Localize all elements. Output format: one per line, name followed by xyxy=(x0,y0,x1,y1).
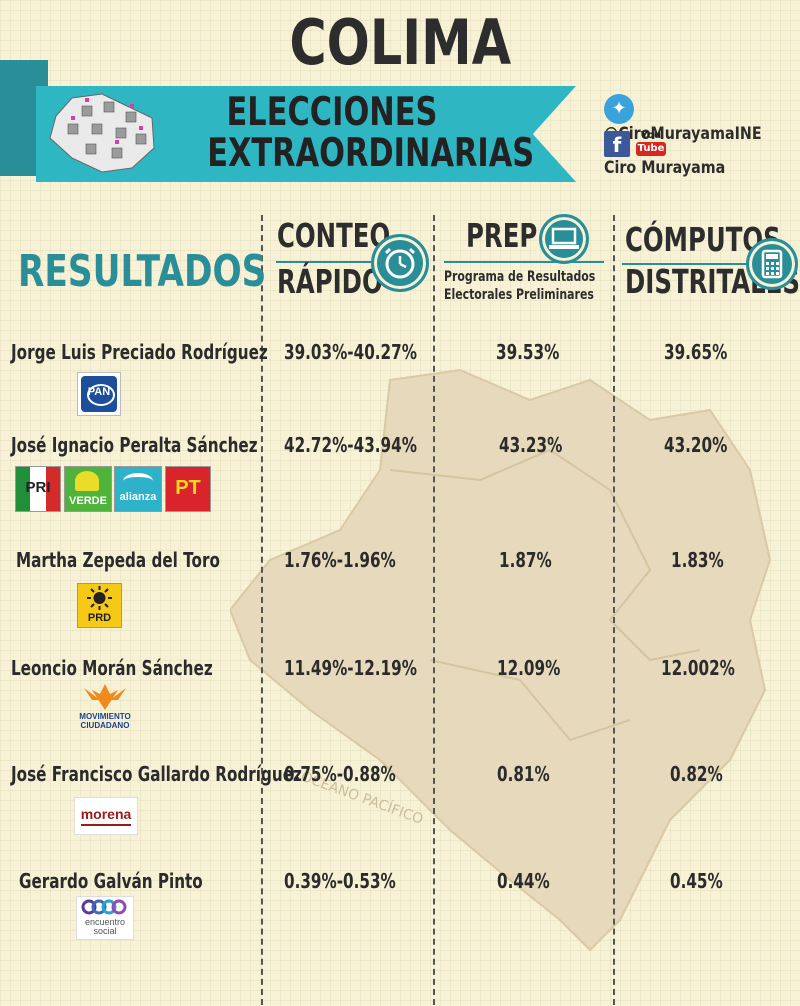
prep-value: 12.09% xyxy=(497,656,561,680)
candidate-name: José Francisco Gallardo Rodríguez xyxy=(11,762,302,786)
twitter-handle: @CiroMurayamaINE xyxy=(604,124,762,144)
conteo-value: 39.03%-40.27% xyxy=(284,340,417,364)
youtube-label-top: You xyxy=(640,130,662,141)
conteo-value: 0.39%-0.53% xyxy=(284,869,396,893)
alianza-logo-text: alianza xyxy=(119,491,157,503)
morena-logo: morena xyxy=(74,797,138,835)
pt-logo: PT xyxy=(165,466,211,512)
facebook-icon[interactable]: f xyxy=(604,131,630,157)
pt-logo-text: PT xyxy=(175,477,201,499)
morena-logo-text: morena xyxy=(80,806,132,822)
prd-logo: PRD xyxy=(77,583,122,628)
candidate-name: Martha Zepeda del Toro xyxy=(16,548,220,572)
prep-value: 1.87% xyxy=(499,548,552,572)
prep-value: 0.44% xyxy=(497,869,550,893)
prep-header: PREP xyxy=(466,216,538,255)
computos-value: 0.45% xyxy=(670,869,723,893)
pri-logo-text: PRI xyxy=(25,479,51,496)
social-links: f You Tube Ciro Murayama xyxy=(604,130,800,178)
verde-logo-text: VERDE xyxy=(69,495,107,507)
youtube-label-bottom: Tube xyxy=(636,142,666,156)
conteo-underline xyxy=(276,261,380,263)
computos-value: 43.20% xyxy=(664,433,728,457)
conteo-value: 11.49%-12.19% xyxy=(284,656,417,680)
conteo-header-line2: RÁPIDO xyxy=(277,262,383,301)
pri-logo: PRI xyxy=(15,466,61,512)
es-logo-text-2: social xyxy=(93,926,117,936)
twitter-link[interactable]: ✦@CiroMurayamaINE xyxy=(604,94,800,144)
section-title: RESULTADOS xyxy=(18,246,267,297)
pan-logo: PAN xyxy=(77,372,121,416)
computos-value: 39.65% xyxy=(664,340,728,364)
laptop-icon xyxy=(539,214,589,264)
prd-logo-text: PRD xyxy=(87,612,112,624)
candidate-name: José Ignacio Peralta Sánchez xyxy=(11,433,258,457)
computos-value: 12.002% xyxy=(661,656,735,680)
candidate-name: Leoncio Morán Sánchez xyxy=(11,656,213,680)
conteo-header-line1: CONTEO xyxy=(277,216,391,255)
banner-line-2: EXTRAORDINARIAS xyxy=(207,131,535,176)
banner-line-1: ELECCIONES xyxy=(226,90,438,135)
colima-map-illustration: OCÉANO PACÍFICO xyxy=(230,368,772,952)
nueva-alianza-logo: alianza xyxy=(114,466,162,512)
candidate-name: Jorge Luis Preciado Rodríguez xyxy=(11,340,268,364)
verde-logo: VERDE xyxy=(64,466,112,512)
candidate-name: Gerardo Galván Pinto xyxy=(19,869,203,893)
author-name: Ciro Murayama xyxy=(604,158,726,178)
mc-logo-text-1: MOVIMIENTO xyxy=(79,712,131,721)
clock-icon xyxy=(371,234,429,292)
computos-underline xyxy=(622,263,748,265)
column-divider-1 xyxy=(261,215,263,1005)
prep-subtitle-line2: Electorales Preliminares xyxy=(444,287,594,303)
pan-logo-text: PAN xyxy=(87,386,111,398)
twitter-icon: ✦ xyxy=(604,94,634,124)
conteo-value: 42.72%-43.94% xyxy=(284,433,417,457)
prep-value: 0.81% xyxy=(497,762,550,786)
banner-text: ELECCIONES EXTRAORDINARIAS xyxy=(172,90,535,176)
prep-underline xyxy=(444,261,604,263)
calculator-icon xyxy=(746,238,798,290)
column-divider-3 xyxy=(613,215,615,1005)
colima-mini-map-icon xyxy=(49,93,155,173)
conteo-value: 0.75%-0.88% xyxy=(284,762,396,786)
state-title: COLIMA xyxy=(289,6,511,79)
computos-value: 1.83% xyxy=(671,548,724,572)
es-logo-text-1: encuentro xyxy=(84,917,126,927)
movimiento-ciudadano-logo: MOVIMIENTO CIUDADANO xyxy=(74,682,136,732)
column-divider-2 xyxy=(433,215,435,1005)
conteo-value: 1.76%-1.96% xyxy=(284,548,396,572)
prep-subtitle: Programa de Resultados Electorales Preli… xyxy=(444,268,624,304)
prep-value: 39.53% xyxy=(496,340,560,364)
encuentro-social-logo: encuentro social xyxy=(76,896,134,940)
prep-value: 43.23% xyxy=(499,433,563,457)
prep-subtitle-line1: Programa de Resultados xyxy=(444,269,596,285)
mc-logo-text-2: CIUDADANO xyxy=(80,721,130,730)
youtube-icon[interactable]: You Tube xyxy=(636,130,666,158)
computos-value: 0.82% xyxy=(670,762,723,786)
